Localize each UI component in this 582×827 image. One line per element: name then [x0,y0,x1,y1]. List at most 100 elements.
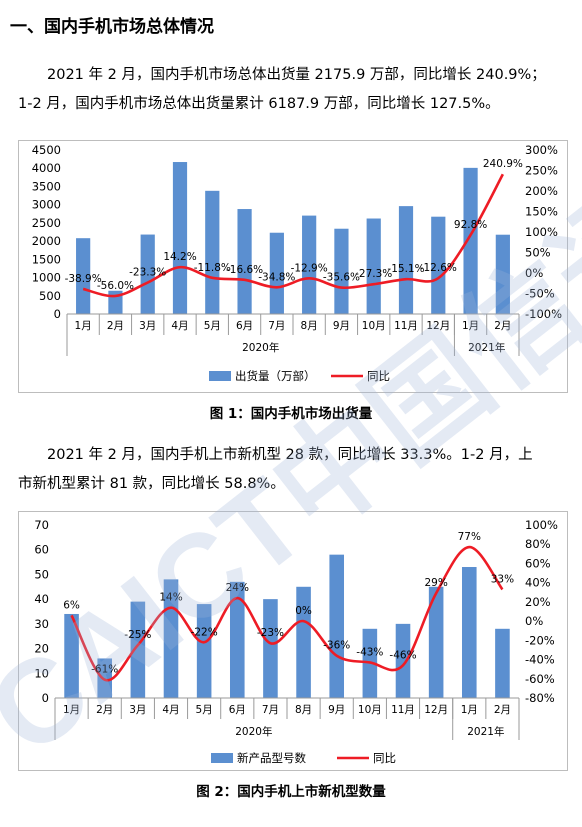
bar [398,206,414,314]
y-right-tick-label: -20% [525,633,555,647]
paragraph-line: 2021 年 2 月，国内手机市场总体出货量 2175.9 万部，同比增长 24… [47,67,546,83]
x-tick-label: 7月 [262,704,279,716]
bar [495,628,510,698]
shipments-chart-svg: 0 500 1000 1500 2000 2500 3000 3500 4000 4500 -100… [32,143,562,383]
section-heading: 一、国内手机市场总体情况 [10,17,214,37]
y-left-tick-label: 1000 [32,271,61,285]
y-left-tick-label: 2000 [32,234,61,248]
bar [463,167,478,314]
y-left-tick-label: 70 [34,518,49,532]
y-right-tick-label: -60% [525,672,555,686]
y-left-tick-label: 0 [54,307,61,321]
x-tick-label: 5月 [196,704,213,716]
bar [205,190,220,314]
yoy-data-label: -46% [389,649,416,661]
x-tick-label: 6月 [236,320,253,332]
legend-bar-label: 出货量（万部） [235,369,316,383]
y-right-tick-label: 50% [525,246,551,260]
paragraph-line: 1-2 月，国内手机市场总体出货量累计 6187.9 万部，同比增长 127.5… [18,96,500,112]
paragraph-line: 市新机型累计 81 款，同比增长 58.8%。 [18,476,285,492]
y-right-tick-label: 250% [525,164,558,178]
y-right-tick-label: 300% [525,143,558,157]
yoy-line [70,545,504,682]
x-tick-label: 11月 [394,320,418,332]
bar [366,218,381,314]
y-left-tick-label: 500 [39,289,61,303]
y-right-tick-label: 200% [525,184,558,198]
bar [76,238,91,314]
y-left-tick-label: 4000 [32,161,61,175]
y-right-tick-label: -100% [525,307,562,321]
paragraph-new-models: 2021 年 2 月，国内手机上市新机型 28 款，同比增长 33.3%。1-2… [18,441,566,499]
y-right-tick-label: 60% [525,556,551,570]
bar [495,234,510,314]
y-right-tick-label: 150% [525,205,558,219]
paragraph-shipments: 2021 年 2 月，国内手机市场总体出货量 2175.9 万部，同比增长 24… [18,61,566,119]
x-tick-label: 10月 [362,320,386,332]
bar [329,554,345,698]
bar [97,658,113,698]
legend-bar-swatch [209,371,231,381]
yoy-data-label: -15.1% [387,263,424,275]
y-left-tick-label: 3000 [32,198,61,212]
yoy-data-label: -23.3% [129,267,166,279]
y-left-tick-label: 3500 [32,179,61,193]
x-tick-label: 1月 [75,320,92,332]
x-group-label: 2020年 [242,341,279,354]
yoy-data-label: -36% [323,640,350,652]
yoy-data-label: 240.9% [483,158,523,170]
figure-2-caption: 图 2：国内手机上市新机型数量 [196,784,386,800]
y-right-tick-label: -40% [525,653,555,667]
yoy-data-label: -34.8% [258,271,295,283]
legend-bar-label: 新产品型号数 [237,751,306,765]
x-tick-label: 1月 [461,704,478,716]
y-left-tick-label: 2500 [32,216,61,230]
bar [269,232,284,314]
x-tick-label: 1月 [462,320,479,332]
x-tick-label: 2月 [96,704,113,716]
yoy-data-label: -12.6% [420,262,457,274]
y-right-tick-label: -50% [525,287,555,301]
figure-1-caption: 图 1：国内手机市场出货量 [209,406,373,422]
y-left-tick-label: 30 [34,617,49,631]
y-left-tick-label: 10 [34,666,49,680]
yoy-data-label: 0% [295,605,312,617]
yoy-data-label: 14% [159,592,182,604]
yoy-data-label: 29% [424,577,447,589]
y-right-tick-label: 100% [525,518,558,532]
x-tick-label: 4月 [171,320,188,332]
y-left-tick-label: 0 [42,691,49,705]
yoy-data-label: 24% [226,582,249,594]
bar [130,601,146,698]
bar [196,604,212,698]
y-right-tick-label: 80% [525,537,551,551]
yoy-data-label: -11.8% [194,262,231,274]
x-tick-label: 1月 [63,704,80,716]
x-tick-label: 5月 [204,320,221,332]
bar [428,586,444,698]
yoy-data-label: -23% [257,627,284,639]
yoy-data-label: -12.9% [291,262,328,274]
y-left-tick-label: 4500 [32,143,61,157]
yoy-line [82,173,505,298]
bar [140,234,155,314]
x-tick-label: 9月 [328,704,345,716]
x-tick-label: 12月 [424,704,448,716]
y-left-tick-label: 40 [34,592,49,606]
y-right-tick-label: 0% [525,614,543,628]
x-tick-label: 3月 [129,704,146,716]
shipments-chart: 0 500 1000 1500 2000 2500 3000 3500 4000 4500 -100… [18,140,568,393]
y-right-tick-label: 100% [525,225,558,239]
yoy-data-label: -43% [356,646,383,658]
yoy-data-label: -35.6% [323,272,360,284]
yoy-data-label: 14.2% [163,251,196,263]
yoy-data-label: -16.6% [226,264,263,276]
legend-bar-swatch [211,753,233,763]
new-models-chart: 0 10 20 30 40 50 60 70 -80% -60% -40% -20% 0% 20% 40% 6… [18,511,568,771]
legend-line-label: 同比 [367,369,390,383]
yoy-data-label: -22% [191,626,218,638]
bar [263,599,278,698]
x-tick-label: 10月 [358,704,382,716]
bar [172,162,188,314]
x-tick-label: 2月 [107,320,124,332]
